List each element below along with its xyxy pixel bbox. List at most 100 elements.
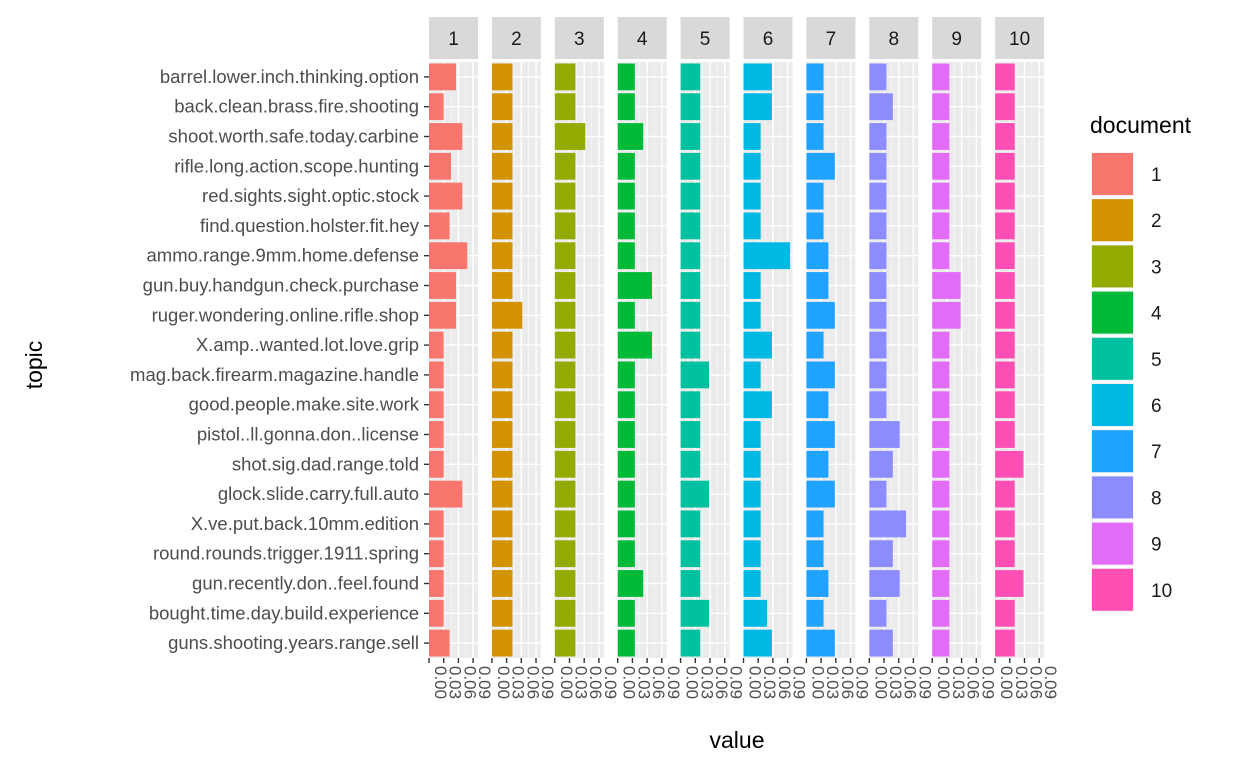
bar <box>554 123 586 150</box>
facet-strip-label: 2 <box>511 29 522 50</box>
bar <box>429 570 444 597</box>
bar <box>869 629 893 657</box>
x-tick-label: 0.00 <box>557 666 576 699</box>
x-tick-label: 0.00 <box>871 666 890 699</box>
bar <box>743 450 761 478</box>
legend-label: 5 <box>1151 350 1162 371</box>
bar <box>429 540 444 568</box>
bar <box>806 629 835 657</box>
y-tick-label: barrel.lower.inch.thinking.option <box>160 66 419 87</box>
legend-swatch <box>1092 291 1133 334</box>
facet-panel: 8 0.000.030.060.09 <box>868 17 934 699</box>
bar <box>869 361 887 389</box>
x-tick-label: 0.00 <box>431 666 450 699</box>
bar <box>743 510 761 538</box>
bar <box>869 570 900 597</box>
bar <box>995 182 1015 210</box>
bar <box>869 301 887 329</box>
bar <box>429 510 444 538</box>
bar <box>680 361 710 389</box>
bar <box>429 152 452 180</box>
legend-label: 3 <box>1151 257 1162 278</box>
bar <box>932 450 950 478</box>
facet-strip <box>743 17 793 59</box>
bar <box>743 242 791 270</box>
bar <box>995 63 1015 91</box>
facet-panel: 7 0.000.030.060.09 <box>805 17 872 699</box>
bar <box>617 272 652 299</box>
bar <box>617 570 644 597</box>
x-tick-label: 0.09 <box>601 666 620 699</box>
bar <box>617 152 635 180</box>
legend-label: 1 <box>1151 165 1162 186</box>
x-tick-label: 0.03 <box>886 666 905 699</box>
bar <box>932 480 950 508</box>
bar <box>554 301 576 329</box>
bar <box>617 93 635 121</box>
x-tick-label: 0.03 <box>1012 666 1031 699</box>
bar <box>743 93 772 121</box>
bar <box>995 540 1015 568</box>
y-tick-label: find.question.holster.fit.hey <box>200 215 420 236</box>
bar <box>932 391 950 419</box>
legend-swatch <box>1092 430 1133 473</box>
facet-strip-label: 4 <box>637 29 648 50</box>
bar <box>429 629 450 657</box>
bar <box>617 63 635 91</box>
x-tick-label: 0.00 <box>808 666 827 699</box>
bar <box>932 629 950 657</box>
y-tick-label: ruger.wondering.online.rifle.shop <box>152 304 419 325</box>
legend-swatch <box>1092 384 1133 426</box>
y-tick-label: X.amp..wanted.lot.love.grip <box>196 334 419 355</box>
legend-swatch <box>1092 476 1133 519</box>
x-tick-label: 0.06 <box>460 666 479 699</box>
bar <box>680 63 701 91</box>
bar <box>743 63 772 91</box>
bar <box>995 510 1015 538</box>
bar <box>617 331 652 359</box>
legend-swatch <box>1092 153 1133 195</box>
bar <box>554 152 576 180</box>
y-tick-label: shot.sig.dad.range.told <box>232 453 419 474</box>
y-tick-label: red.sights.sight.optic.stock <box>202 185 420 206</box>
bar <box>680 450 701 478</box>
bar <box>932 540 950 568</box>
bar <box>491 480 513 508</box>
bar <box>995 212 1015 240</box>
bar <box>806 331 824 359</box>
bar <box>743 123 761 150</box>
y-tick-label: ammo.range.9mm.home.defense <box>147 245 420 266</box>
bar <box>995 301 1015 329</box>
legend: document 1 2 3 4 5 6 7 8 9 10 <box>1090 112 1192 612</box>
bar <box>429 480 463 508</box>
bar <box>429 242 468 270</box>
bar <box>617 301 635 329</box>
bar <box>429 361 444 389</box>
legend-swatch <box>1092 199 1133 242</box>
bar <box>869 93 893 121</box>
bar <box>429 331 444 359</box>
bar <box>554 540 576 568</box>
x-tick-label: 0.09 <box>978 666 997 699</box>
facet-strip-label: 5 <box>700 29 711 50</box>
bar <box>491 272 513 299</box>
bar <box>932 123 950 150</box>
legend-label: 6 <box>1151 396 1162 417</box>
bar <box>869 450 893 478</box>
facet-strip-label: 9 <box>951 29 962 50</box>
bar <box>554 212 576 240</box>
x-tick-label: 0.06 <box>586 666 605 699</box>
bar <box>743 272 761 299</box>
facet-strip-label: 6 <box>763 29 774 50</box>
bar <box>491 123 513 150</box>
y-tick-label: pistol..ll.gonna.don..license <box>197 424 419 445</box>
facet-strip <box>680 17 730 59</box>
bar <box>869 212 887 240</box>
bar <box>491 599 513 627</box>
bar <box>491 450 513 478</box>
legend-swatch <box>1092 337 1133 380</box>
y-tick-label: guns.shooting.years.range.sell <box>168 632 419 653</box>
bar <box>680 93 701 121</box>
bar <box>554 331 576 359</box>
bar <box>743 421 761 448</box>
